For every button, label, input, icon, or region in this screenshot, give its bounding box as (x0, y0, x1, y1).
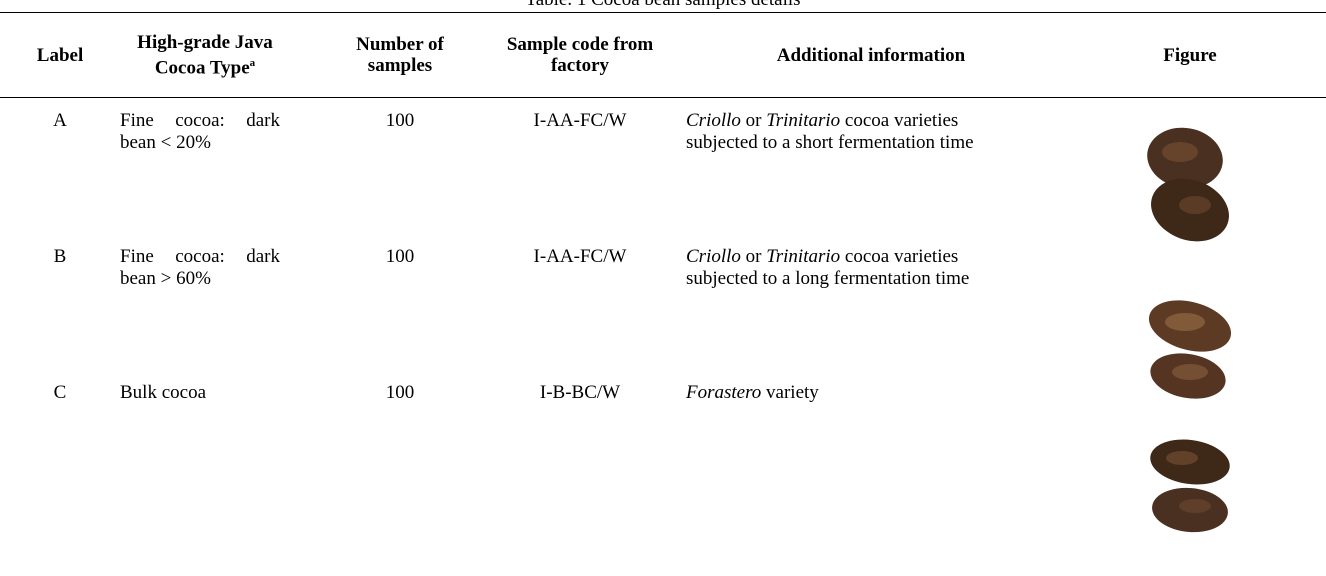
page: Table. 1 Cocoa bean samples details (() … (0, 0, 1326, 576)
header-text-part: a (250, 57, 256, 69)
header-text: Sample code from factory (490, 34, 670, 76)
info-text: Forastero (686, 382, 761, 403)
info-text: or (741, 246, 766, 267)
header-text: Label (37, 45, 83, 66)
header-cell: High-grade Java Cocoa Typea (120, 14, 290, 96)
header-text: Number of samples (345, 34, 455, 76)
info-text: Trinitario (766, 110, 840, 131)
header-text: High-grade Java Cocoa Typea (120, 32, 290, 78)
bean-image (1147, 435, 1232, 536)
info-text: variety (761, 382, 819, 403)
header-text: Figure (1163, 45, 1216, 66)
info-cell: Forastero variety (686, 382, 1016, 404)
header-text-part: Sample code from factory (507, 34, 653, 76)
samples-cell: 100 (345, 110, 455, 132)
type-cell: Bulk cocoa (120, 382, 280, 404)
type-cell: Fine cocoa: dark bean < 20% (120, 110, 280, 154)
header-cell: Label (15, 14, 105, 96)
bean-image (1142, 122, 1238, 252)
header-cell: Figure (1100, 14, 1280, 96)
figures (1120, 100, 1280, 576)
samples-cell: 100 (345, 246, 455, 268)
samples-cell: 100 (345, 382, 455, 404)
info-text: or (741, 110, 766, 131)
bean-image (1143, 292, 1237, 404)
info-cell: Criollo or Trinitario cocoa varieties su… (686, 110, 1016, 154)
code-cell: I-AA-FC/W (490, 246, 670, 268)
header-cell: Sample code from factory (490, 14, 670, 96)
info-text: Trinitario (766, 246, 840, 267)
header-text-part: Additional information (777, 45, 965, 66)
header-rule (0, 97, 1326, 98)
type-cell: Fine cocoa: dark bean > 60% (120, 246, 280, 290)
top-rule (0, 12, 1326, 13)
label-cell: C (45, 382, 75, 404)
info-text: Criollo (686, 110, 741, 131)
code-cell: I-B-BC/W (490, 382, 670, 404)
header-cell: Number of samples (345, 14, 455, 96)
header-cell: Additional information (686, 14, 1056, 96)
label-cell: A (45, 110, 75, 132)
table-title: Table. 1 Cocoa bean samples details (0, 0, 1326, 11)
label-cell: B (45, 246, 75, 268)
header-text-part: Figure (1163, 45, 1216, 66)
header-text: Additional information (777, 45, 965, 66)
header-text-part: High-grade Java Cocoa Type (137, 32, 273, 78)
info-cell: Criollo or Trinitario cocoa varieties su… (686, 246, 1016, 290)
code-cell: I-AA-FC/W (490, 110, 670, 132)
info-text: Criollo (686, 246, 741, 267)
header-text-part: Label (37, 45, 83, 66)
header-text-part: Number of samples (356, 34, 444, 76)
